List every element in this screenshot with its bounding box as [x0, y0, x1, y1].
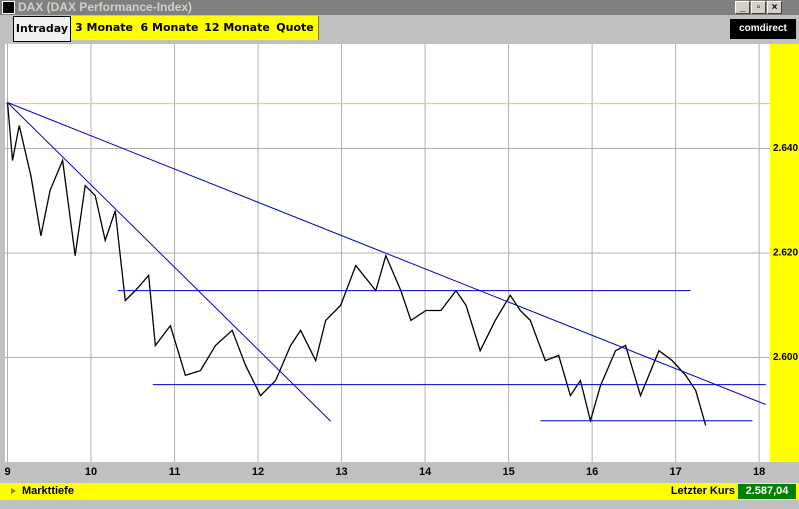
x-tick-label: 12 [252, 466, 264, 478]
tab[interactable]: Intraday [13, 16, 71, 42]
y-axis-strip [770, 44, 799, 462]
x-tick-label: 10 [85, 466, 97, 478]
title-bar: DAX (DAX Performance-Index) _ ▫ × [0, 0, 799, 15]
y-tick-label: 2.620 [773, 248, 798, 259]
tab[interactable]: 6 Monate [137, 16, 203, 40]
chart: 9 10 11 12 13 14 15 16 17 18 2.600 2.620 2.640 [4, 44, 799, 478]
tab[interactable]: 12 Monate [202, 16, 273, 40]
market-depth-link[interactable]: Markttiefe [22, 485, 74, 497]
y-tick-label: 2.600 [773, 352, 798, 363]
x-tick-label: 13 [335, 466, 347, 478]
app-icon [2, 1, 15, 14]
x-tick-label: 14 [419, 466, 432, 478]
expand-arrow[interactable] [11, 488, 16, 494]
window-title: DAX (DAX Performance-Index) [18, 0, 193, 14]
last-price-label: Letzter Kurs [670, 485, 735, 497]
y-tick-label: 2.640 [773, 143, 798, 154]
trend-line [7, 102, 332, 422]
x-tick-label: 11 [169, 466, 181, 478]
tab[interactable]: 3 Monate [71, 16, 138, 40]
x-tick-label: 16 [586, 466, 598, 478]
logo: comdirect [730, 19, 796, 39]
close-button[interactable]: × [767, 1, 782, 14]
x-tick-label: 9 [4, 466, 10, 478]
tab-bar: Intraday 3 Monate 6 Monate 12 Monate Quo… [0, 15, 799, 43]
last-price-value: 2.587,04 [738, 484, 796, 499]
tab[interactable]: Quote [272, 16, 319, 40]
price-line [6, 102, 707, 426]
x-tick-label: 18 [753, 466, 765, 478]
trend-line [7, 102, 767, 405]
x-tick-label: 15 [502, 466, 514, 478]
status-bar: Markttiefe Letzter Kurs 2.587,04 [0, 483, 799, 500]
minimize-button[interactable]: _ [735, 1, 750, 14]
restore-button[interactable]: ▫ [751, 1, 766, 14]
x-tick-label: 17 [670, 466, 682, 478]
